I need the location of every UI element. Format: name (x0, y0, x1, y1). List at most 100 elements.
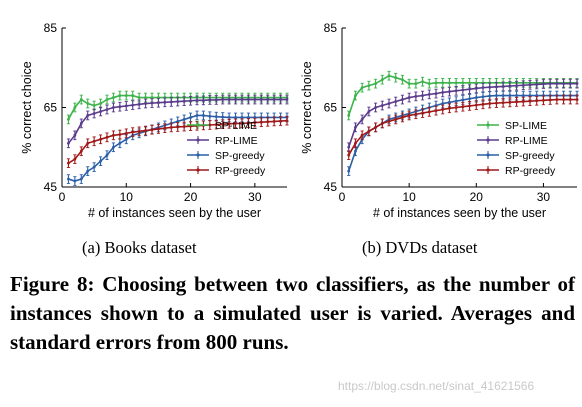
data-point (86, 114, 90, 117)
data-point (169, 100, 173, 104)
data-point (99, 159, 102, 163)
data-point (285, 98, 289, 101)
data-point (144, 96, 147, 99)
data-point (360, 86, 364, 90)
chart-panel-dvds: 45 65 85 0 10 20 30 # of instances seen by the … (288, 8, 579, 233)
data-point (67, 141, 70, 145)
data-point (421, 94, 424, 97)
data-point (461, 88, 465, 92)
data-point (367, 84, 371, 88)
data-point (394, 118, 398, 121)
data-point (124, 94, 128, 97)
data-point (461, 98, 465, 102)
data-point (131, 94, 135, 97)
data-point (421, 111, 424, 115)
data-point (189, 99, 192, 103)
data-point (221, 115, 225, 119)
data-point (118, 94, 122, 97)
data-point (240, 122, 244, 125)
data-point (461, 81, 465, 85)
legend-label: SP-LIME (505, 120, 547, 132)
data-point (360, 133, 364, 137)
data-point (266, 98, 270, 101)
data-point (481, 95, 485, 99)
data-point (468, 87, 471, 91)
data-point (468, 97, 471, 101)
data-point (448, 106, 451, 110)
data-point (118, 133, 122, 136)
data-point (105, 98, 109, 101)
data-point (272, 98, 276, 101)
data-point (279, 119, 282, 123)
data-point (112, 145, 115, 149)
data-point (481, 86, 485, 90)
data-point (521, 94, 525, 97)
data-point (495, 101, 498, 105)
data-point (92, 165, 96, 169)
data-point (542, 98, 545, 102)
data-point (387, 102, 391, 105)
data-point (347, 145, 351, 149)
data-point (79, 177, 83, 181)
data-point (124, 104, 128, 108)
data-point (474, 81, 478, 85)
data-point (73, 157, 77, 161)
data-point (407, 114, 411, 117)
data-point (176, 120, 180, 123)
data-point (548, 98, 552, 102)
data-point (555, 98, 559, 101)
data-point (195, 98, 199, 102)
data-point (380, 78, 384, 82)
data-point (501, 101, 505, 105)
data-point (92, 139, 96, 143)
data-point (272, 120, 276, 123)
data-point (347, 169, 351, 173)
data-point (508, 100, 512, 104)
data-point (266, 120, 270, 124)
data-point (182, 125, 186, 128)
data-point (247, 116, 250, 119)
data-point (374, 82, 377, 86)
data-point (163, 126, 167, 130)
x-tick-label: 0 (339, 190, 346, 204)
data-point (367, 110, 371, 113)
data-point (555, 82, 559, 86)
data-point (354, 94, 357, 97)
data-point (144, 129, 147, 132)
data-point (118, 141, 122, 145)
data-point (421, 80, 424, 84)
data-point (86, 102, 90, 105)
data-point (575, 82, 579, 86)
data-point (407, 96, 411, 99)
y-axis-label: % correct choice (300, 61, 314, 153)
data-point (157, 101, 160, 105)
data-point (247, 121, 250, 125)
data-point (208, 123, 212, 127)
data-point (367, 129, 371, 133)
data-point (150, 128, 154, 132)
data-point (150, 101, 154, 105)
data-point (414, 112, 418, 116)
data-point (137, 96, 141, 99)
data-point (99, 110, 102, 113)
data-point (441, 108, 445, 111)
data-point (468, 104, 471, 108)
data-point (79, 98, 83, 101)
data-point (394, 76, 398, 80)
data-point (454, 89, 458, 93)
data-point (427, 110, 431, 114)
legend-label: RP-greedy (215, 165, 266, 177)
data-point (528, 94, 532, 97)
data-point (131, 130, 135, 134)
data-point (79, 149, 83, 153)
data-point (481, 102, 485, 106)
data-point (374, 106, 377, 109)
data-point (234, 116, 237, 119)
data-point (347, 114, 351, 117)
figure-caption: Figure 8: Choosing between two classifie… (10, 272, 575, 354)
data-point (515, 94, 518, 97)
series-rp-greedy (347, 94, 579, 161)
data-point (448, 81, 451, 85)
y-axis-label: % correct choice (20, 61, 34, 153)
data-point (548, 82, 552, 86)
